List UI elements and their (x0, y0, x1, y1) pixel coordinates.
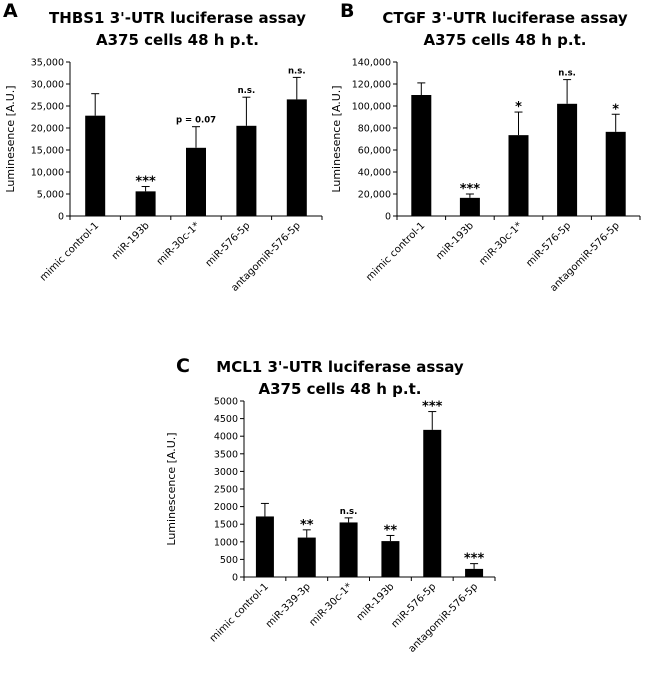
chart-panel-a: A THBS1 3'-UTR luciferase assay A375 cel… (0, 0, 330, 330)
chart-c-y-tick-label: 4000 (214, 432, 238, 443)
chart-c-subtitle: A375 cells 48 h p.t. (258, 380, 422, 398)
chart-c-bar (297, 537, 316, 577)
chart-c-y-tick-label: 3000 (214, 467, 238, 478)
chart-b-x-tick-label: miR-193b (434, 220, 476, 262)
chart-c-y-tick-label: 2500 (214, 485, 238, 496)
panel-letter-b: B (340, 0, 355, 22)
chart-a-y-tick-label: 30,000 (31, 80, 64, 91)
chart-a-x-tick-label: mimic control-1 (38, 220, 101, 283)
chart-b-significance-label: * (515, 100, 522, 115)
chart-b-bar (459, 197, 480, 216)
chart-b-y-tick-label: 60,000 (358, 146, 391, 157)
chart-a-y-tick-label: 15,000 (31, 146, 64, 157)
chart-panel-b: B CTGF 3'-UTR luciferase assay A375 cell… (320, 0, 650, 330)
chart-c-bar (381, 541, 400, 577)
chart-a-y-tick-label: 35,000 (31, 58, 64, 69)
chart-c-x-tick-label: antagomiR-576-5p (407, 581, 481, 655)
chart-c-x-tick-label: miR-339-3p (264, 581, 313, 630)
chart-a-significance-label: n.s. (238, 86, 256, 96)
chart-b-y-tick-label: 0 (385, 212, 391, 223)
chart-b-title: CTGF 3'-UTR luciferase assay (382, 9, 628, 27)
chart-c-bar (465, 568, 484, 577)
chart-b-bar (557, 103, 578, 216)
chart-c-significance-label: *** (464, 552, 485, 567)
chart-c-y-tick-label: 1000 (214, 537, 238, 548)
chart-c-y-tick-label: 0 (232, 573, 238, 584)
chart-a-y-tick-label: 20,000 (31, 124, 64, 135)
chart-c-x-tick-label: mimic control-1 (208, 581, 271, 644)
chart-c-significance-label: ** (300, 518, 314, 533)
chart-b-y-tick-label: 20,000 (358, 190, 391, 201)
chart-b-significance-label: * (612, 102, 619, 117)
chart-a-x-tick-label: miR-576-5p (204, 220, 253, 269)
panel-letter-a: A (3, 0, 18, 22)
chart-b-bar (605, 131, 626, 216)
chart-b-bar (508, 135, 529, 216)
chart-c-y-tick-label: 1500 (214, 520, 238, 531)
chart-c-y-tick-label: 4500 (214, 414, 238, 425)
chart-b-ylabel: Luminesence [A.U.] (330, 85, 343, 192)
chart-c-significance-label: *** (422, 400, 443, 415)
chart-c-significance-label: ** (384, 523, 398, 538)
chart-a-x-tick-label: miR-30c-1* (155, 220, 202, 267)
chart-b-y-tick-label: 40,000 (358, 168, 391, 179)
chart-c-y-tick-label: 5000 (214, 397, 238, 408)
chart-b-plot: Luminesence [A.U.] 0 20,000 40,000 60,000 80,… (330, 58, 641, 294)
chart-panel-c: C MCL1 3'-UTR luciferase assay A375 cell… (160, 345, 510, 678)
chart-b-significance-label: *** (460, 182, 481, 197)
chart-c-x-tick-label: miR-30c-1* (307, 581, 354, 628)
chart-c-y-tick-label: 2000 (214, 502, 238, 513)
chart-c-significance-label: n.s. (340, 507, 358, 517)
chart-c-bar (423, 429, 442, 577)
chart-c-bar (339, 522, 358, 577)
chart-a-significance-label: p = 0.07 (176, 116, 216, 126)
chart-b-y-tick-label: 80,000 (358, 124, 391, 135)
chart-c-bar (255, 516, 274, 577)
chart-a-y-tick-label: 10,000 (31, 168, 64, 179)
chart-a-bar (135, 191, 156, 216)
chart-a-y-tick-label: 0 (58, 212, 64, 223)
chart-b-y-tick-label: 100,000 (352, 102, 391, 113)
chart-b-subtitle: A375 cells 48 h p.t. (423, 31, 587, 49)
chart-a-subtitle: A375 cells 48 h p.t. (96, 31, 259, 49)
chart-b-significance-label: n.s. (558, 69, 576, 79)
chart-a-bar (286, 99, 307, 216)
chart-b-x-tick-label: miR-30c-1* (477, 220, 524, 267)
chart-b-bar (411, 95, 432, 216)
chart-c-x-tick-label: miR-193b (355, 581, 397, 623)
chart-a-plot: Luminesence [A.U.] 0 5,000 10,000 15,000 20,0… (4, 58, 323, 294)
chart-a-significance-label: n.s. (288, 66, 306, 76)
chart-a-title: THBS1 3'-UTR luciferase assay (49, 9, 306, 27)
chart-c-title: MCL1 3'-UTR luciferase assay (216, 358, 464, 376)
chart-b-x-tick-label: mimic control-1 (364, 220, 427, 283)
chart-a-y-tick-label: 5,000 (37, 190, 64, 201)
chart-c-y-tick-label: 500 (220, 555, 238, 566)
chart-b-x-tick-label: miR-576-5p (524, 220, 573, 269)
chart-a-bar (236, 125, 257, 216)
chart-b-y-tick-label: 140,000 (352, 58, 391, 69)
chart-a-y-tick-label: 25,000 (31, 102, 64, 113)
chart-a-bar (186, 147, 206, 216)
panel-letter-c: C (176, 355, 190, 377)
chart-b-y-tick-label: 120,000 (352, 80, 391, 91)
chart-c-ylabel: Luminescence [A.U.] (165, 432, 178, 545)
chart-c-plot: Luminescence [A.U.] 0 500 1000 1500 2000 2500 3… (165, 397, 496, 655)
chart-c-y-tick-label: 3500 (214, 449, 238, 460)
chart-a-ylabel: Luminesence [A.U.] (4, 85, 17, 192)
chart-a-bar (85, 115, 106, 216)
chart-a-x-tick-label: miR-193b (110, 220, 152, 262)
chart-a-significance-label: *** (135, 175, 156, 190)
